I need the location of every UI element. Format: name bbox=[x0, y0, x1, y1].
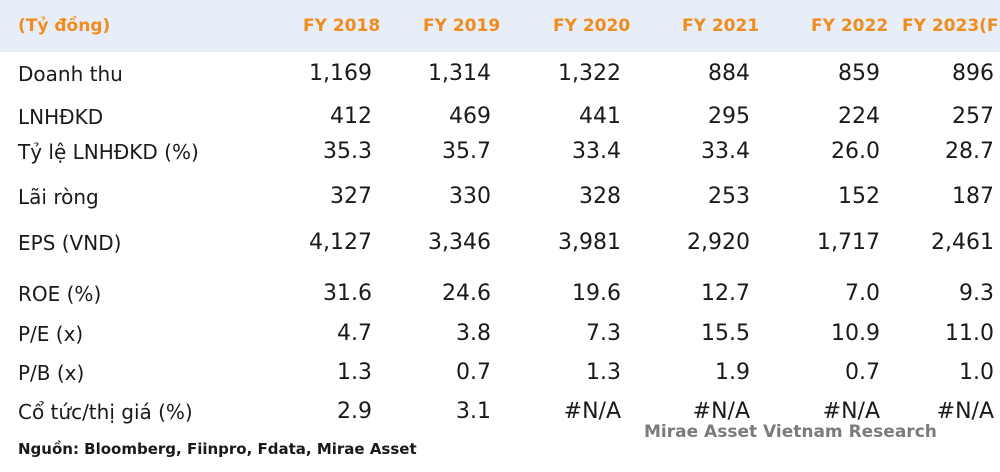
row-label: ROE (%) bbox=[18, 282, 102, 306]
row-label: P/E (x) bbox=[18, 322, 84, 346]
research-watermark: Mirae Asset Vietnam Research bbox=[644, 422, 937, 442]
table-cell: 19.6 bbox=[572, 281, 621, 306]
table-cell: 3.8 bbox=[456, 321, 491, 346]
table-row: P/E (x) 4.7 3.8 7.3 15.5 10.9 11.0 bbox=[0, 314, 1000, 354]
table-row: EPS (VND) 4,127 3,346 3,981 2,920 1,717 2,461 bbox=[0, 223, 1000, 263]
table-cell: 10.9 bbox=[831, 321, 880, 346]
table-cell: 1.0 bbox=[959, 360, 994, 385]
table-cell: 12.7 bbox=[701, 281, 750, 306]
table-cell: 3,346 bbox=[428, 230, 491, 255]
row-label: Cổ tức/thị giá (%) bbox=[18, 400, 193, 424]
table-cell: 3,981 bbox=[558, 230, 621, 255]
table-cell: 859 bbox=[838, 61, 880, 86]
row-label: Doanh thu bbox=[18, 62, 123, 86]
table-cell: #N/A bbox=[692, 399, 750, 424]
table-cell: 295 bbox=[708, 104, 750, 129]
table-cell: 0.7 bbox=[456, 360, 491, 385]
table-cell: 33.4 bbox=[572, 139, 621, 164]
header-year-2022: FY 2022 bbox=[811, 16, 889, 36]
table-cell: 2.9 bbox=[337, 399, 372, 424]
table-cell: 1,322 bbox=[558, 61, 621, 86]
table-cell: 35.7 bbox=[442, 139, 491, 164]
table-cell: 4.7 bbox=[337, 321, 372, 346]
table-cell: 2,920 bbox=[687, 230, 750, 255]
row-label: EPS (VND) bbox=[18, 231, 122, 255]
table-cell: 28.7 bbox=[945, 139, 994, 164]
table-cell: #N/A bbox=[936, 399, 994, 424]
source-note: Nguồn: Bloomberg, Fiinpro, Fdata, Mirae … bbox=[18, 440, 417, 458]
table-cell: 0.7 bbox=[845, 360, 880, 385]
table-cell: 257 bbox=[952, 104, 994, 129]
table-cell: 1,169 bbox=[309, 61, 372, 86]
table-cell: 15.5 bbox=[701, 321, 750, 346]
table-cell: #N/A bbox=[563, 399, 621, 424]
row-label: Lãi ròng bbox=[18, 185, 99, 209]
table-cell: 35.3 bbox=[323, 139, 372, 164]
table-row: ROE (%) 31.6 24.6 19.6 12.7 7.0 9.3 bbox=[0, 274, 1000, 314]
table-cell: 187 bbox=[952, 184, 994, 209]
table-cell: 327 bbox=[330, 184, 372, 209]
table-cell: 4,127 bbox=[309, 230, 372, 255]
header-year-2020: FY 2020 bbox=[553, 16, 631, 36]
table-cell: 1,717 bbox=[817, 230, 880, 255]
table-cell: 884 bbox=[708, 61, 750, 86]
table-header: (Tỷ đồng) FY 2018 FY 2019 FY 2020 FY 202… bbox=[0, 0, 1000, 52]
row-label: LNHĐKD bbox=[18, 105, 104, 129]
table-row: P/B (x) 1.3 0.7 1.3 1.9 0.7 1.0 bbox=[0, 353, 1000, 393]
table-cell: 1.3 bbox=[586, 360, 621, 385]
table-cell: 1.9 bbox=[715, 360, 750, 385]
table-cell: 896 bbox=[952, 61, 994, 86]
table-cell: 1.3 bbox=[337, 360, 372, 385]
table-cell: 328 bbox=[579, 184, 621, 209]
table-row: LNHĐKD 412 469 441 295 224 257 bbox=[0, 97, 1000, 137]
table-cell: 469 bbox=[449, 104, 491, 129]
table-cell: 31.6 bbox=[323, 281, 372, 306]
table-cell: 24.6 bbox=[442, 281, 491, 306]
table-cell: 1,314 bbox=[428, 61, 491, 86]
table-cell: 26.0 bbox=[831, 139, 880, 164]
table-cell: 33.4 bbox=[701, 139, 750, 164]
table-cell: 7.3 bbox=[586, 321, 621, 346]
header-year-2021: FY 2021 bbox=[682, 16, 760, 36]
table-cell: 441 bbox=[579, 104, 621, 129]
table-cell: #N/A bbox=[822, 399, 880, 424]
table-cell: 224 bbox=[838, 104, 880, 129]
table-row: Tỷ lệ LNHĐKD (%) 35.3 35.7 33.4 33.4 26.0 28.7 bbox=[0, 132, 1000, 172]
header-year-2018: FY 2018 bbox=[303, 16, 381, 36]
table-cell: 330 bbox=[449, 184, 491, 209]
header-year-2023f: FY 2023(F) bbox=[902, 16, 1000, 36]
table-row: Cổ tức/thị giá (%) 2.9 3.1 #N/A #N/A #N/A #N/A bbox=[0, 392, 1000, 432]
row-label: P/B (x) bbox=[18, 361, 85, 385]
table-cell: 3.1 bbox=[456, 399, 491, 424]
table-cell: 7.0 bbox=[845, 281, 880, 306]
table-cell: 412 bbox=[330, 104, 372, 129]
table-cell: 152 bbox=[838, 184, 880, 209]
table-row: Lãi ròng 327 330 328 253 152 187 bbox=[0, 177, 1000, 217]
unit-label: (Tỷ đồng) bbox=[18, 16, 111, 36]
table-cell: 11.0 bbox=[945, 321, 994, 346]
row-label: Tỷ lệ LNHĐKD (%) bbox=[18, 140, 199, 164]
header-year-2019: FY 2019 bbox=[423, 16, 501, 36]
table-cell: 253 bbox=[708, 184, 750, 209]
table-cell: 9.3 bbox=[959, 281, 994, 306]
table-cell: 2,461 bbox=[931, 230, 994, 255]
table-row: Doanh thu 1,169 1,314 1,322 884 859 896 bbox=[0, 54, 1000, 94]
